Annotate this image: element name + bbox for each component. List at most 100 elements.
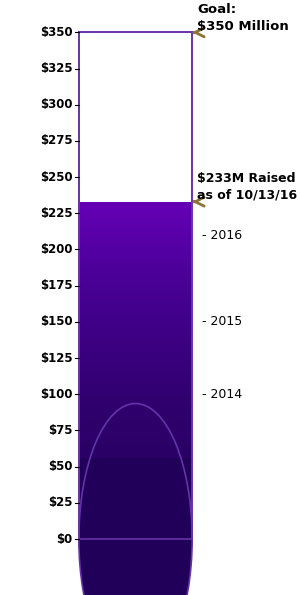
Bar <box>79 253 192 255</box>
Bar <box>79 473 192 475</box>
Bar <box>79 324 192 326</box>
Bar <box>79 400 192 402</box>
Bar <box>79 493 192 495</box>
Bar <box>79 331 192 333</box>
Bar <box>79 320 192 321</box>
Bar <box>79 281 192 282</box>
Bar <box>79 284 192 286</box>
Bar <box>79 375 192 377</box>
Bar <box>79 333 192 334</box>
Bar <box>79 443 192 444</box>
Bar <box>79 352 192 353</box>
Bar <box>79 503 192 505</box>
Bar <box>79 231 192 233</box>
Bar <box>79 384 192 386</box>
Bar <box>79 360 192 362</box>
Bar <box>79 272 192 274</box>
Bar <box>79 202 192 203</box>
Bar <box>79 32 192 202</box>
Bar <box>79 356 192 358</box>
Bar <box>79 293 192 294</box>
Bar <box>79 250 192 252</box>
Text: $250: $250 <box>40 171 73 184</box>
Bar <box>79 404 192 406</box>
Bar <box>79 480 192 481</box>
Bar <box>79 309 192 311</box>
Text: - 2016: - 2016 <box>202 228 242 242</box>
Bar <box>79 346 192 348</box>
Bar <box>79 456 192 458</box>
Bar <box>79 296 192 298</box>
Bar <box>79 267 192 269</box>
Bar <box>79 399 192 400</box>
Bar <box>79 362 192 364</box>
Bar <box>79 409 192 411</box>
Bar <box>79 513 192 515</box>
Bar <box>79 370 192 372</box>
Bar <box>79 330 192 331</box>
Bar <box>79 314 192 316</box>
Bar <box>79 481 192 483</box>
Bar <box>79 343 192 345</box>
Bar <box>79 463 192 465</box>
Bar <box>79 389 192 390</box>
Text: $0: $0 <box>56 533 73 546</box>
Bar <box>79 515 192 517</box>
Bar <box>79 436 192 438</box>
Bar <box>79 299 192 301</box>
Bar <box>79 416 192 418</box>
Bar <box>79 294 192 296</box>
Text: - 2015: - 2015 <box>202 315 242 328</box>
Bar <box>79 406 192 408</box>
Bar <box>79 306 192 308</box>
Bar <box>79 367 192 368</box>
Bar <box>79 242 192 243</box>
Bar <box>79 378 192 380</box>
Bar <box>79 477 192 478</box>
Bar <box>79 529 192 531</box>
Bar <box>79 428 192 429</box>
Bar <box>79 301 192 303</box>
Bar <box>79 247 192 249</box>
Text: $125: $125 <box>40 352 73 365</box>
Bar <box>79 215 192 217</box>
Bar <box>79 377 192 378</box>
Bar <box>79 368 192 370</box>
Text: $150: $150 <box>40 315 73 328</box>
Bar <box>79 470 192 471</box>
Text: $50: $50 <box>48 460 73 473</box>
Bar <box>79 451 192 453</box>
Bar <box>79 233 192 235</box>
Bar <box>79 455 192 456</box>
Bar <box>79 257 192 259</box>
Bar <box>79 536 192 537</box>
Bar <box>79 264 192 265</box>
Bar <box>79 298 192 299</box>
Bar <box>79 326 192 328</box>
Bar <box>79 218 192 220</box>
Bar <box>79 488 192 490</box>
Text: - 2014: - 2014 <box>202 388 242 401</box>
Bar <box>79 208 192 209</box>
Text: $275: $275 <box>40 134 73 148</box>
Bar <box>79 348 192 350</box>
Bar <box>79 414 192 416</box>
Bar <box>79 240 192 242</box>
Bar <box>79 386 192 387</box>
Bar <box>79 211 192 213</box>
Bar <box>79 239 192 240</box>
Bar <box>79 205 192 206</box>
Bar <box>79 345 192 346</box>
Bar <box>79 387 192 389</box>
Text: $325: $325 <box>40 62 73 75</box>
Bar <box>79 475 192 477</box>
Bar <box>79 358 192 360</box>
Text: $233M Raised
as of 10/13/16: $233M Raised as of 10/13/16 <box>197 172 297 202</box>
Bar <box>79 471 192 473</box>
Bar <box>79 412 192 414</box>
Bar <box>79 289 192 291</box>
Bar <box>79 439 192 441</box>
Bar <box>79 262 192 264</box>
Polygon shape <box>79 403 192 595</box>
Bar <box>79 507 192 509</box>
